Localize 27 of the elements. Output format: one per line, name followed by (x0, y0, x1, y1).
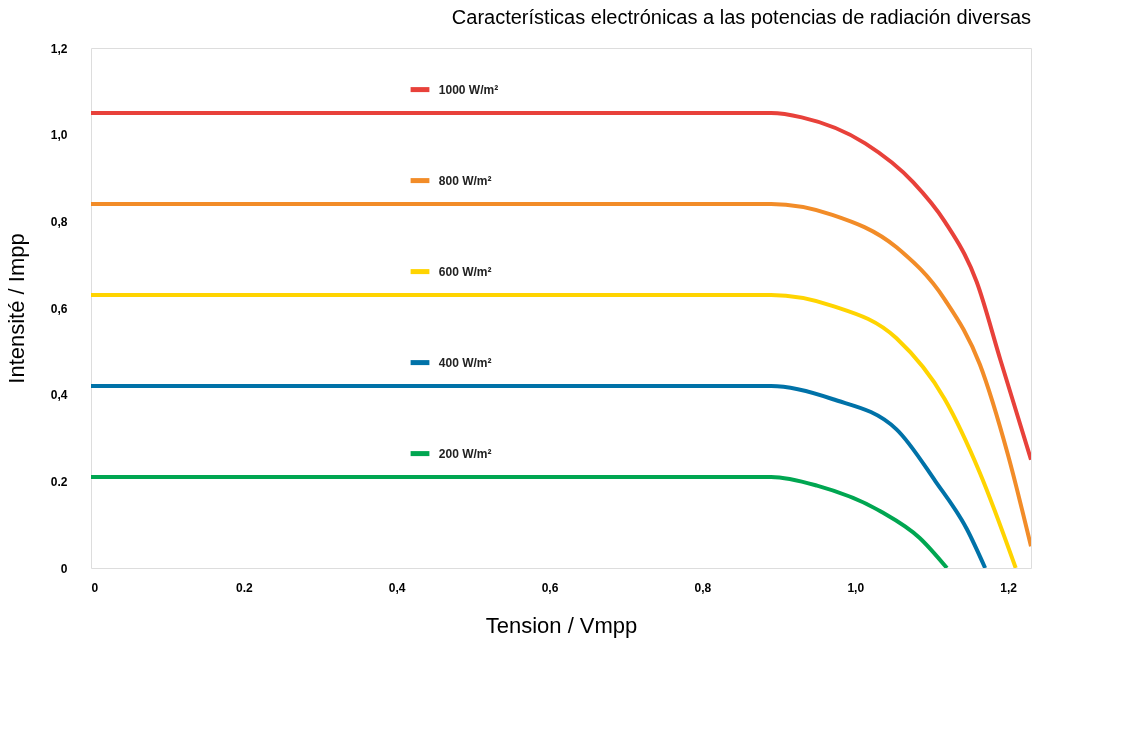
x-tick-label: 0,4 (388, 580, 406, 595)
x-tick-label: 0,6 (541, 580, 559, 595)
chart-title: Características electrónicas a las potencias de radiación diversas (451, 6, 1031, 28)
line-series (91, 384, 988, 568)
legend-label: 1000 W/m² (438, 82, 499, 97)
line-series (91, 293, 1018, 568)
line-series (91, 202, 1031, 549)
x-axis-title: Tension / Vmpp (485, 612, 638, 638)
x-tick-label: 1,2 (1000, 580, 1018, 595)
y-axis-title: Intensité / Impp (3, 233, 29, 384)
y-tick-label: 1,2 (50, 41, 68, 56)
legend-label: 600 W/m² (438, 264, 492, 279)
legend-label: 400 W/m² (438, 355, 492, 370)
x-tick-label: 0.2 (236, 580, 254, 595)
line-series (91, 475, 949, 568)
x-tick-label: 0 (91, 580, 99, 595)
y-tick-label: 0.2 (50, 474, 68, 489)
legend-label: 200 W/m² (438, 446, 492, 461)
y-tick-label: 0 (60, 561, 68, 576)
y-tick-label: 0,8 (50, 214, 68, 229)
y-tick-label: 0,6 (50, 301, 68, 316)
y-tick-label: 0,4 (50, 388, 68, 403)
legend-label: 800 W/m² (438, 173, 492, 188)
y-tick-label: 1,0 (50, 128, 68, 143)
line-series (91, 111, 1031, 462)
x-tick-label: 1,0 (847, 580, 865, 595)
x-tick-label: 0,8 (694, 580, 712, 595)
